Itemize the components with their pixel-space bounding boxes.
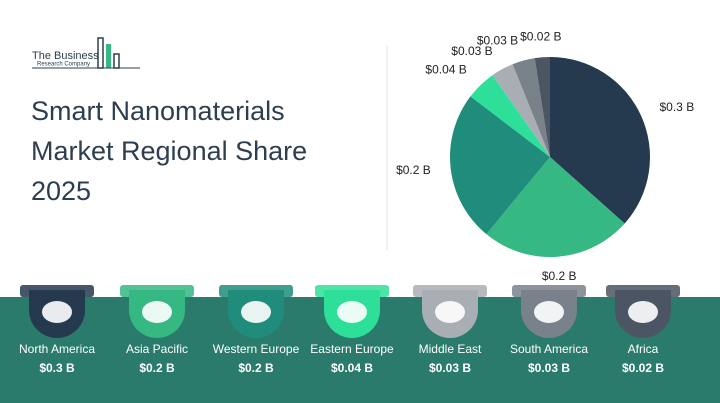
- legend-label: Asia Pacific: [126, 342, 188, 356]
- legend-value: $0.02 B: [622, 361, 664, 375]
- legend-label: North America: [19, 342, 95, 356]
- logo-bar: [106, 44, 111, 68]
- legend-value: $0.03 B: [429, 361, 471, 375]
- map-icon: [241, 301, 271, 323]
- data-label: $0.04 B: [425, 63, 466, 77]
- data-label: $0.3 B: [660, 100, 695, 114]
- logo: The Business Research Company: [32, 37, 140, 69]
- legend-label: Africa: [628, 342, 659, 356]
- legend-value: $0.04 B: [331, 361, 373, 375]
- data-label: $0.2 B: [396, 163, 431, 177]
- data-label: $0.02 B: [520, 30, 561, 44]
- pie-slice: [550, 57, 651, 224]
- legend-value: $0.03 B: [528, 361, 570, 375]
- pie-slice: [492, 64, 550, 157]
- map-icon: [534, 301, 564, 323]
- chart-title: Smart Nanomaterials Market Regional Shar…: [31, 96, 308, 206]
- legend-value: $0.2 B: [139, 361, 175, 375]
- map-icon: [628, 301, 658, 323]
- legend-label: Middle East: [419, 342, 482, 356]
- map-icon: [142, 301, 172, 323]
- legend-label: South America: [510, 342, 588, 356]
- pie-slice: [486, 157, 625, 257]
- data-label: $0.03 B: [477, 33, 518, 47]
- logo-subtext: Research Company: [37, 62, 90, 68]
- legend-label: Western Europe: [213, 342, 300, 356]
- map-icon: [42, 301, 72, 323]
- pie-slice: [470, 75, 550, 157]
- logo-bar: [97, 37, 104, 69]
- pie-slice: [512, 58, 550, 157]
- legend-label: Eastern Europe: [310, 342, 394, 356]
- map-icon: [435, 301, 465, 323]
- legend-value: $0.2 B: [238, 361, 274, 375]
- logo-bar: [113, 53, 120, 69]
- map-icon: [337, 301, 367, 323]
- pie-slice: [534, 57, 550, 157]
- data-label: $0.03 B: [451, 44, 492, 58]
- pie-slice: [450, 96, 550, 235]
- data-label: $0.2 B: [542, 269, 577, 283]
- logo-text: The Business: [32, 50, 99, 62]
- legend-value: $0.3 B: [39, 361, 75, 375]
